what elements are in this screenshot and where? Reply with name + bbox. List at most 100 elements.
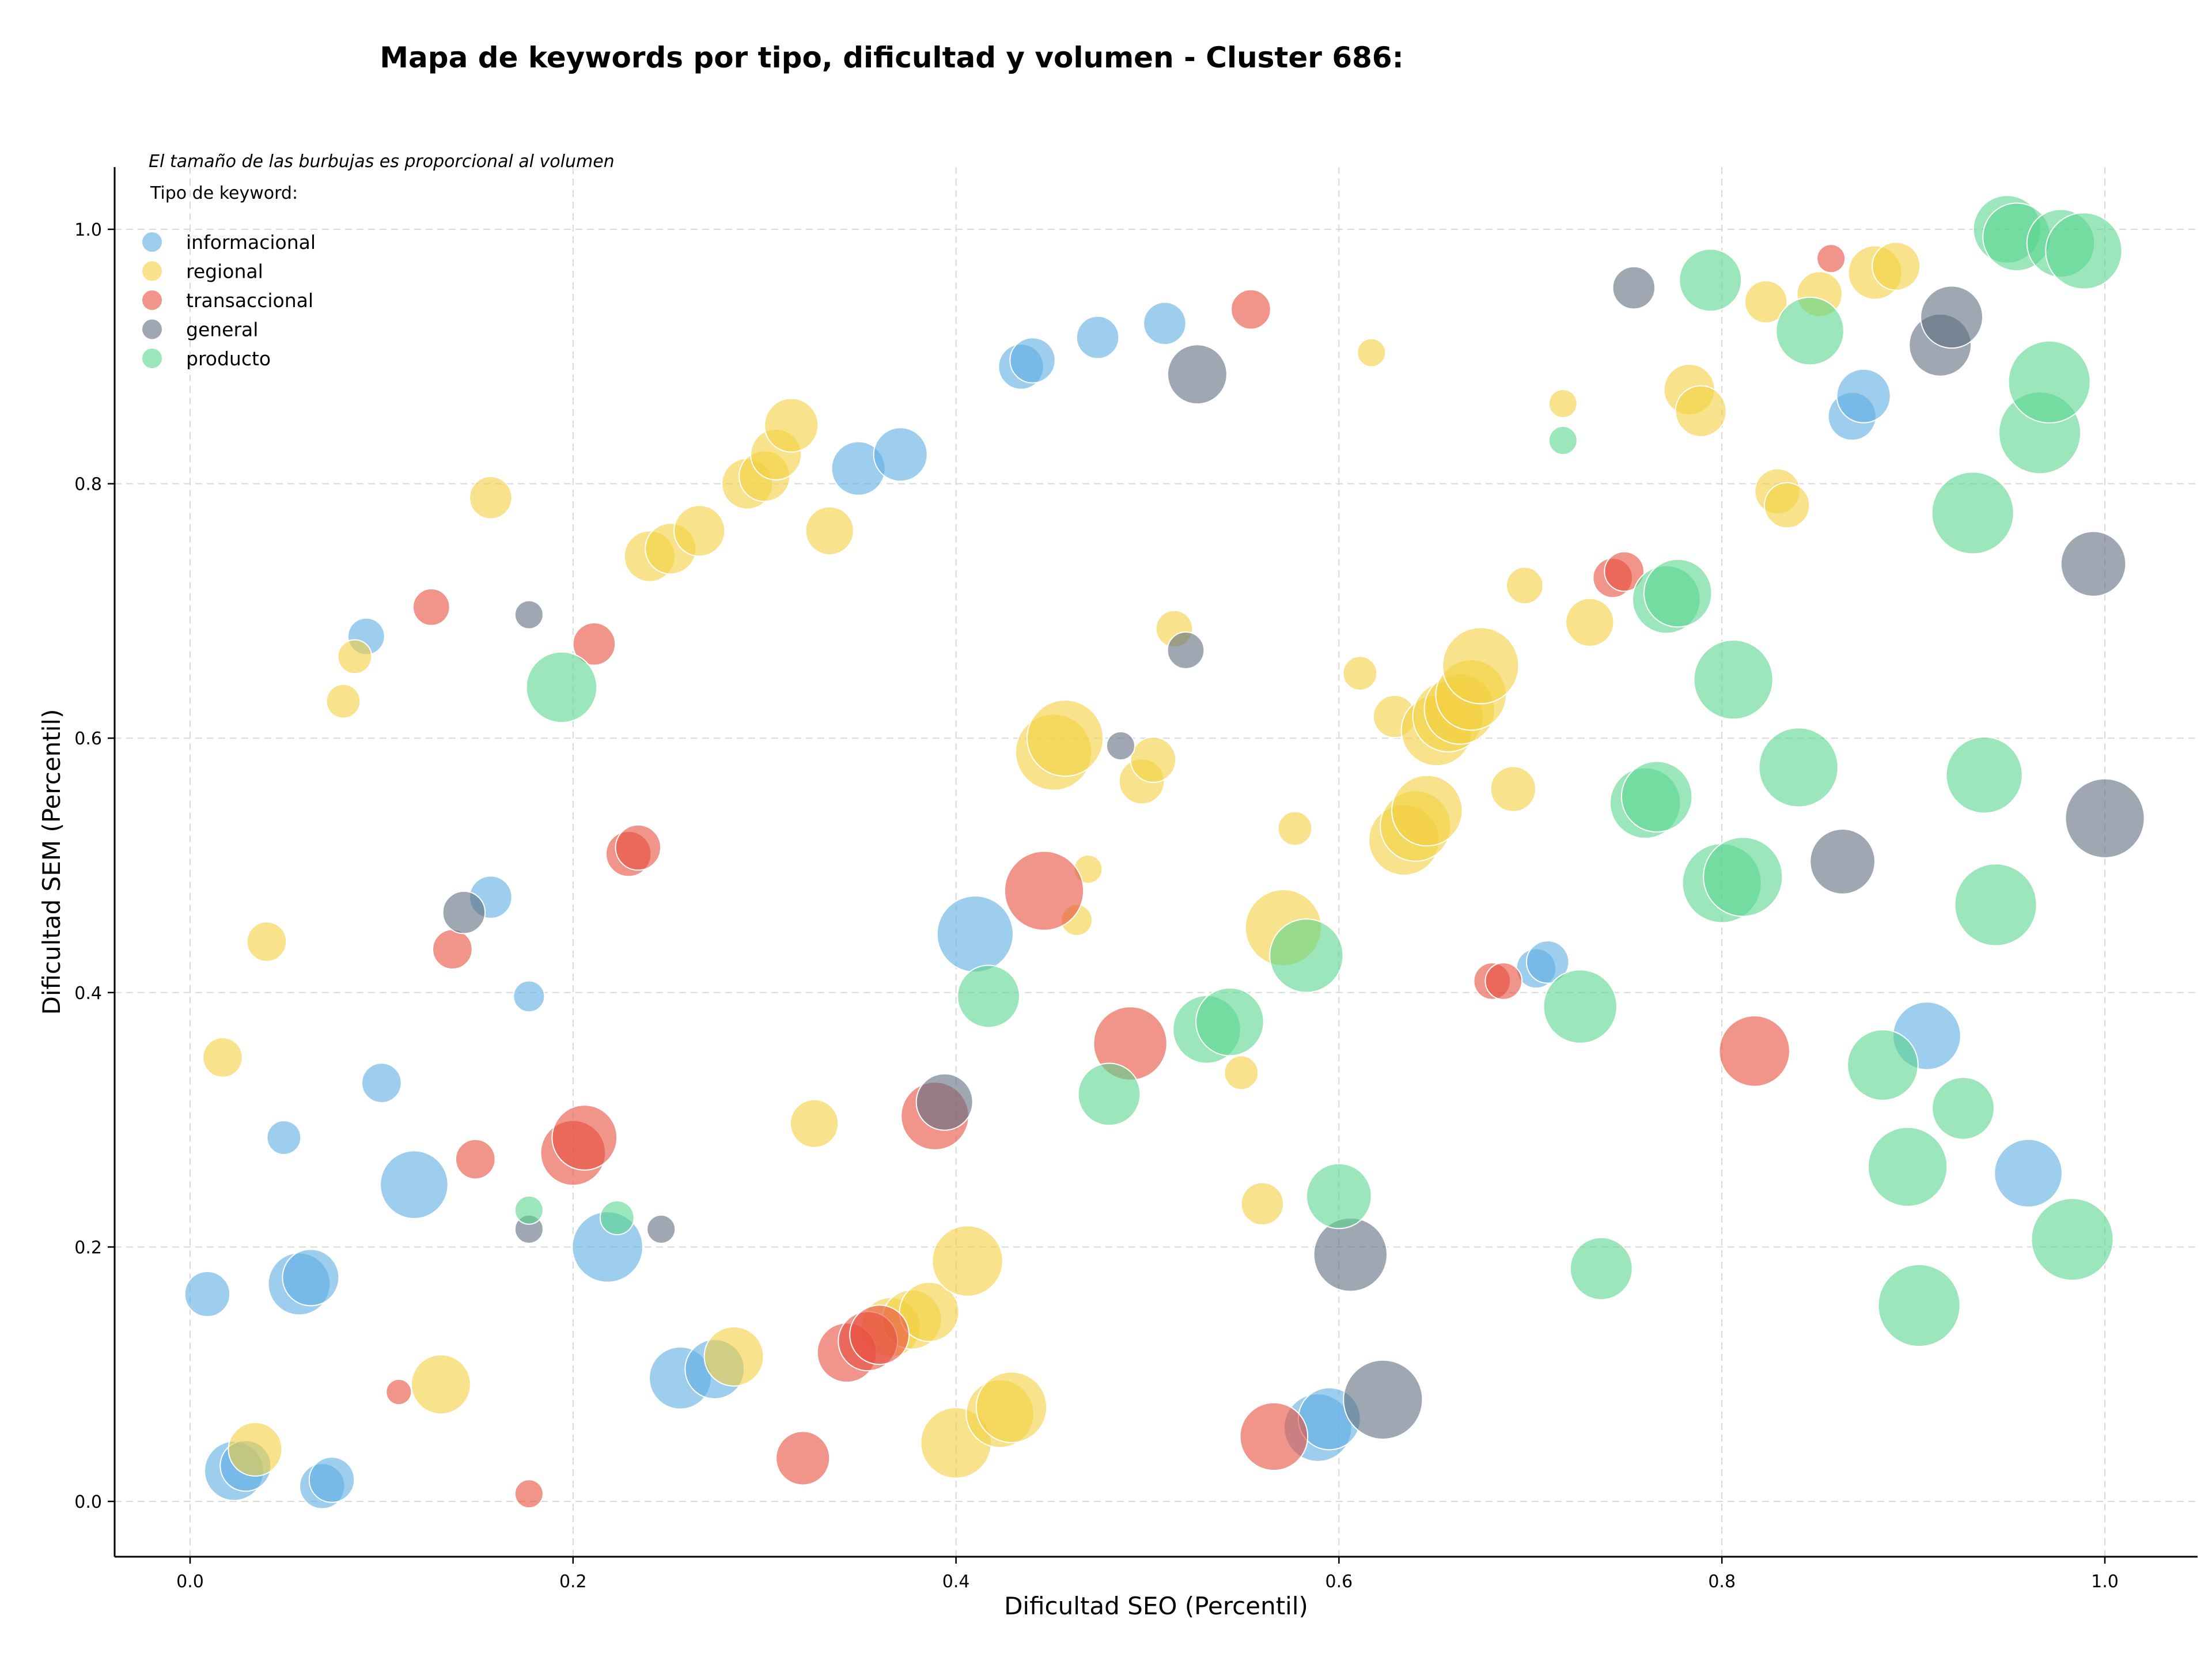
- bubble-general: [2065, 778, 2145, 858]
- bubble-producto: [599, 1200, 635, 1236]
- bubble-regional: [1224, 1055, 1259, 1091]
- bubble-general: [514, 600, 544, 630]
- bubble-transaccional: [615, 824, 662, 871]
- x-tick-label: 0.0: [176, 1572, 204, 1592]
- bubble-regional: [228, 1421, 283, 1477]
- bubble-general: [1105, 731, 1135, 760]
- bubble-regional: [1342, 656, 1378, 691]
- bubble-regional: [899, 1281, 960, 1342]
- bubble-informacional: [1836, 368, 1891, 423]
- bubble-regional: [1391, 774, 1463, 847]
- x-tick-label: 1.0: [2091, 1572, 2119, 1592]
- legend-items: informacional regional transaccional genera…: [142, 231, 316, 370]
- bubble-regional: [1240, 1182, 1285, 1226]
- bubble-regional: [1026, 699, 1104, 777]
- bubble-informacional: [361, 1062, 402, 1103]
- bubble-informacional: [513, 980, 546, 1013]
- y-axis-label: Dificultad SEM (Percentil): [37, 709, 66, 1015]
- bubble-regional: [1490, 766, 1537, 812]
- bubble-general: [2060, 531, 2127, 597]
- bubble-general: [1166, 631, 1205, 669]
- bubble-informacional: [266, 1120, 302, 1155]
- bubble-general: [1809, 828, 1876, 895]
- bubble-producto: [2045, 212, 2123, 290]
- bubble-informacional: [873, 427, 928, 482]
- bubble-regional: [325, 683, 361, 719]
- bubble-regional: [1872, 241, 1921, 291]
- bubble-producto: [1775, 296, 1844, 366]
- legend-title: Tipo de keyword:: [150, 183, 298, 203]
- size-note: El tamaño de las burbujas es proporciona…: [149, 152, 615, 172]
- bubble-layer: [184, 195, 2145, 1509]
- legend-item-general: general: [142, 319, 258, 341]
- bubble-producto: [1077, 1062, 1141, 1126]
- legend-marker: [142, 290, 162, 310]
- bubble-general: [1920, 285, 1983, 349]
- bubble-regional: [975, 1371, 1048, 1443]
- series-informacional: [184, 301, 2063, 1509]
- bubble-regional: [1548, 388, 1578, 418]
- bubble-producto: [1703, 837, 1783, 917]
- bubble-transaccional: [514, 1479, 544, 1509]
- bubble-producto: [525, 651, 598, 724]
- bubble-informacional: [1009, 337, 1056, 384]
- legend-label: producto: [186, 347, 271, 370]
- bubble-regional: [1442, 627, 1520, 705]
- bubble-producto: [1548, 426, 1578, 456]
- bubble-producto: [1693, 640, 1774, 720]
- series-producto: [514, 195, 2123, 1348]
- bubble-regional: [1277, 811, 1313, 846]
- legend-label: transaccional: [186, 289, 313, 312]
- bubble-producto: [2008, 340, 2091, 424]
- bubble-general: [1166, 344, 1228, 405]
- bubble-regional: [673, 505, 726, 557]
- bubble-transaccional: [1230, 289, 1271, 330]
- bubble-regional: [1505, 566, 1544, 605]
- y-tick-label: 0.8: [74, 475, 102, 495]
- bubble-producto: [1543, 969, 1618, 1044]
- bubble-producto: [1620, 760, 1693, 833]
- y-tick-label: 0.6: [74, 729, 102, 749]
- bubble-informacional: [1143, 301, 1187, 346]
- bubble-producto: [1868, 1126, 1948, 1207]
- series-general: [442, 266, 2145, 1440]
- bubble-producto: [1931, 471, 2014, 555]
- bubble-producto: [2031, 1198, 2114, 1281]
- bubble-general: [915, 1073, 974, 1131]
- bubble-informacional: [184, 1270, 231, 1318]
- bubble-producto: [1847, 1029, 1919, 1101]
- bubble-general: [1313, 1217, 1388, 1292]
- bubble-producto: [1195, 987, 1264, 1057]
- grid: [115, 167, 2198, 1557]
- bubble-regional: [337, 639, 373, 675]
- legend-label: regional: [186, 260, 263, 283]
- x-tick-label: 0.4: [942, 1572, 970, 1592]
- bubble-informacional: [380, 1150, 449, 1220]
- bubble-transaccional: [1718, 1015, 1790, 1087]
- bubble-regional: [931, 1225, 1003, 1297]
- bubble-producto: [1931, 1076, 1995, 1140]
- bubble-informacional: [1994, 1138, 2063, 1208]
- bubble-transaccional: [432, 929, 473, 970]
- bubble-informacional: [936, 895, 1014, 973]
- bubble-producto: [957, 964, 1021, 1028]
- bubble-producto: [514, 1195, 544, 1225]
- legend-marker: [142, 319, 162, 339]
- bubble-producto: [1306, 1163, 1372, 1229]
- bubble-transaccional: [1816, 244, 1846, 274]
- bubble-regional: [1675, 385, 1727, 437]
- bubble-transaccional: [775, 1431, 831, 1486]
- y-tick-label: 0.2: [74, 1238, 102, 1258]
- bubble-producto: [1679, 248, 1743, 312]
- bubble-transaccional: [1239, 1402, 1309, 1471]
- bubble-producto: [1269, 918, 1344, 993]
- bubble-transaccional: [1484, 962, 1523, 1000]
- bubble-regional: [789, 1099, 839, 1148]
- bubble-regional: [764, 398, 819, 453]
- y-tick-label: 1.0: [74, 220, 102, 240]
- bubble-producto: [1758, 727, 1839, 808]
- bubble-producto: [1877, 1263, 1961, 1348]
- bubble-producto: [1954, 863, 2037, 947]
- bubble-transaccional: [572, 622, 616, 666]
- legend-marker: [142, 349, 162, 368]
